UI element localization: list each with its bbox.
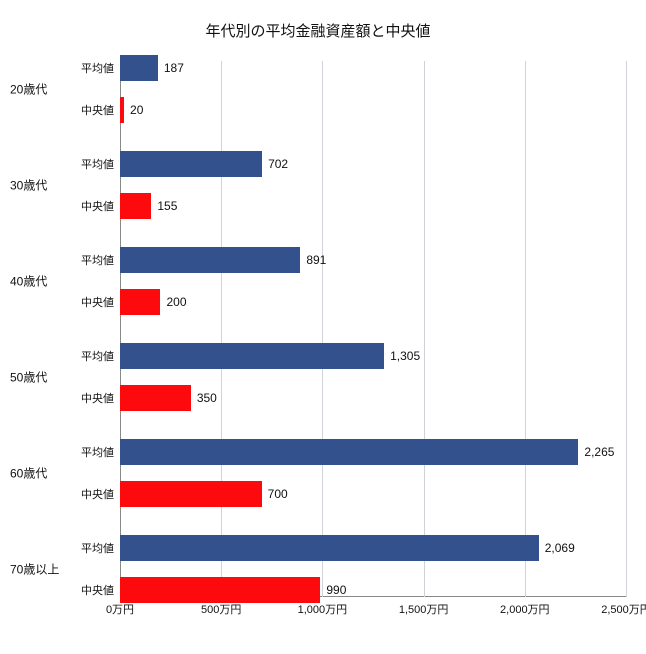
value-label: 700: [262, 487, 288, 501]
value-label: 891: [300, 253, 326, 267]
bar-row: 中央値200: [120, 287, 626, 317]
value-label: 155: [151, 199, 177, 213]
age-group: 60歳代平均値2,265中央値700: [120, 437, 626, 509]
series-label: 中央値: [70, 390, 114, 406]
series-label: 中央値: [70, 486, 114, 502]
bar-row: 平均値187: [120, 53, 626, 83]
grid-line: [221, 61, 222, 597]
value-label: 2,265: [578, 445, 614, 459]
bar-row: 平均値2,069: [120, 533, 626, 563]
avg-bar: [120, 55, 158, 81]
bar-row: 平均値702: [120, 149, 626, 179]
value-label: 702: [262, 157, 288, 171]
bar-row: 平均値2,265: [120, 437, 626, 467]
plot-area: 0万円500万円1,000万円1,500万円2,000万円2,500万円20歳代…: [120, 61, 626, 621]
value-label: 1,305: [384, 349, 420, 363]
series-label: 平均値: [70, 252, 114, 268]
value-label: 20: [124, 103, 143, 117]
avg-bar: [120, 151, 262, 177]
bar-row: 平均値1,305: [120, 341, 626, 371]
value-label: 990: [320, 583, 346, 597]
med-bar: [120, 289, 160, 315]
chart-title: 年代別の平均金融資産額と中央値: [10, 20, 626, 41]
bar-row: 平均値891: [120, 245, 626, 275]
series-label: 中央値: [70, 102, 114, 118]
age-group: 20歳代平均値187中央値20: [120, 53, 626, 125]
series-label: 平均値: [70, 156, 114, 172]
med-bar: [120, 193, 151, 219]
value-label: 187: [158, 61, 184, 75]
grid-line: [525, 61, 526, 597]
value-label: 350: [191, 391, 217, 405]
series-label: 平均値: [70, 540, 114, 556]
series-label: 中央値: [70, 582, 114, 598]
med-bar: [120, 481, 262, 507]
bar-row: 中央値990: [120, 575, 626, 605]
chart-container: 年代別の平均金融資産額と中央値 0万円500万円1,000万円1,500万円2,…: [0, 0, 646, 654]
bar-row: 中央値350: [120, 383, 626, 413]
avg-bar: [120, 535, 539, 561]
age-group: 70歳以上平均値2,069中央値990: [120, 533, 626, 605]
bar-row: 中央値700: [120, 479, 626, 509]
age-group: 50歳代平均値1,305中央値350: [120, 341, 626, 413]
med-bar: [120, 385, 191, 411]
grid-line: [424, 61, 425, 597]
age-label: 60歳代: [10, 465, 70, 482]
age-label: 50歳代: [10, 369, 70, 386]
avg-bar: [120, 439, 578, 465]
series-label: 中央値: [70, 294, 114, 310]
med-bar: [120, 577, 320, 603]
series-label: 平均値: [70, 348, 114, 364]
age-label: 30歳代: [10, 177, 70, 194]
grid-line: [322, 61, 323, 597]
avg-bar: [120, 247, 300, 273]
age-label: 20歳代: [10, 81, 70, 98]
series-label: 中央値: [70, 198, 114, 214]
age-group: 30歳代平均値702中央値155: [120, 149, 626, 221]
value-label: 2,069: [539, 541, 575, 555]
series-label: 平均値: [70, 444, 114, 460]
age-group: 40歳代平均値891中央値200: [120, 245, 626, 317]
age-label: 40歳代: [10, 273, 70, 290]
bar-row: 中央値155: [120, 191, 626, 221]
grid-line: [626, 61, 627, 597]
avg-bar: [120, 343, 384, 369]
bar-row: 中央値20: [120, 95, 626, 125]
y-axis-line: [120, 61, 121, 597]
series-label: 平均値: [70, 60, 114, 76]
age-label: 70歳以上: [10, 561, 70, 578]
value-label: 200: [160, 295, 186, 309]
